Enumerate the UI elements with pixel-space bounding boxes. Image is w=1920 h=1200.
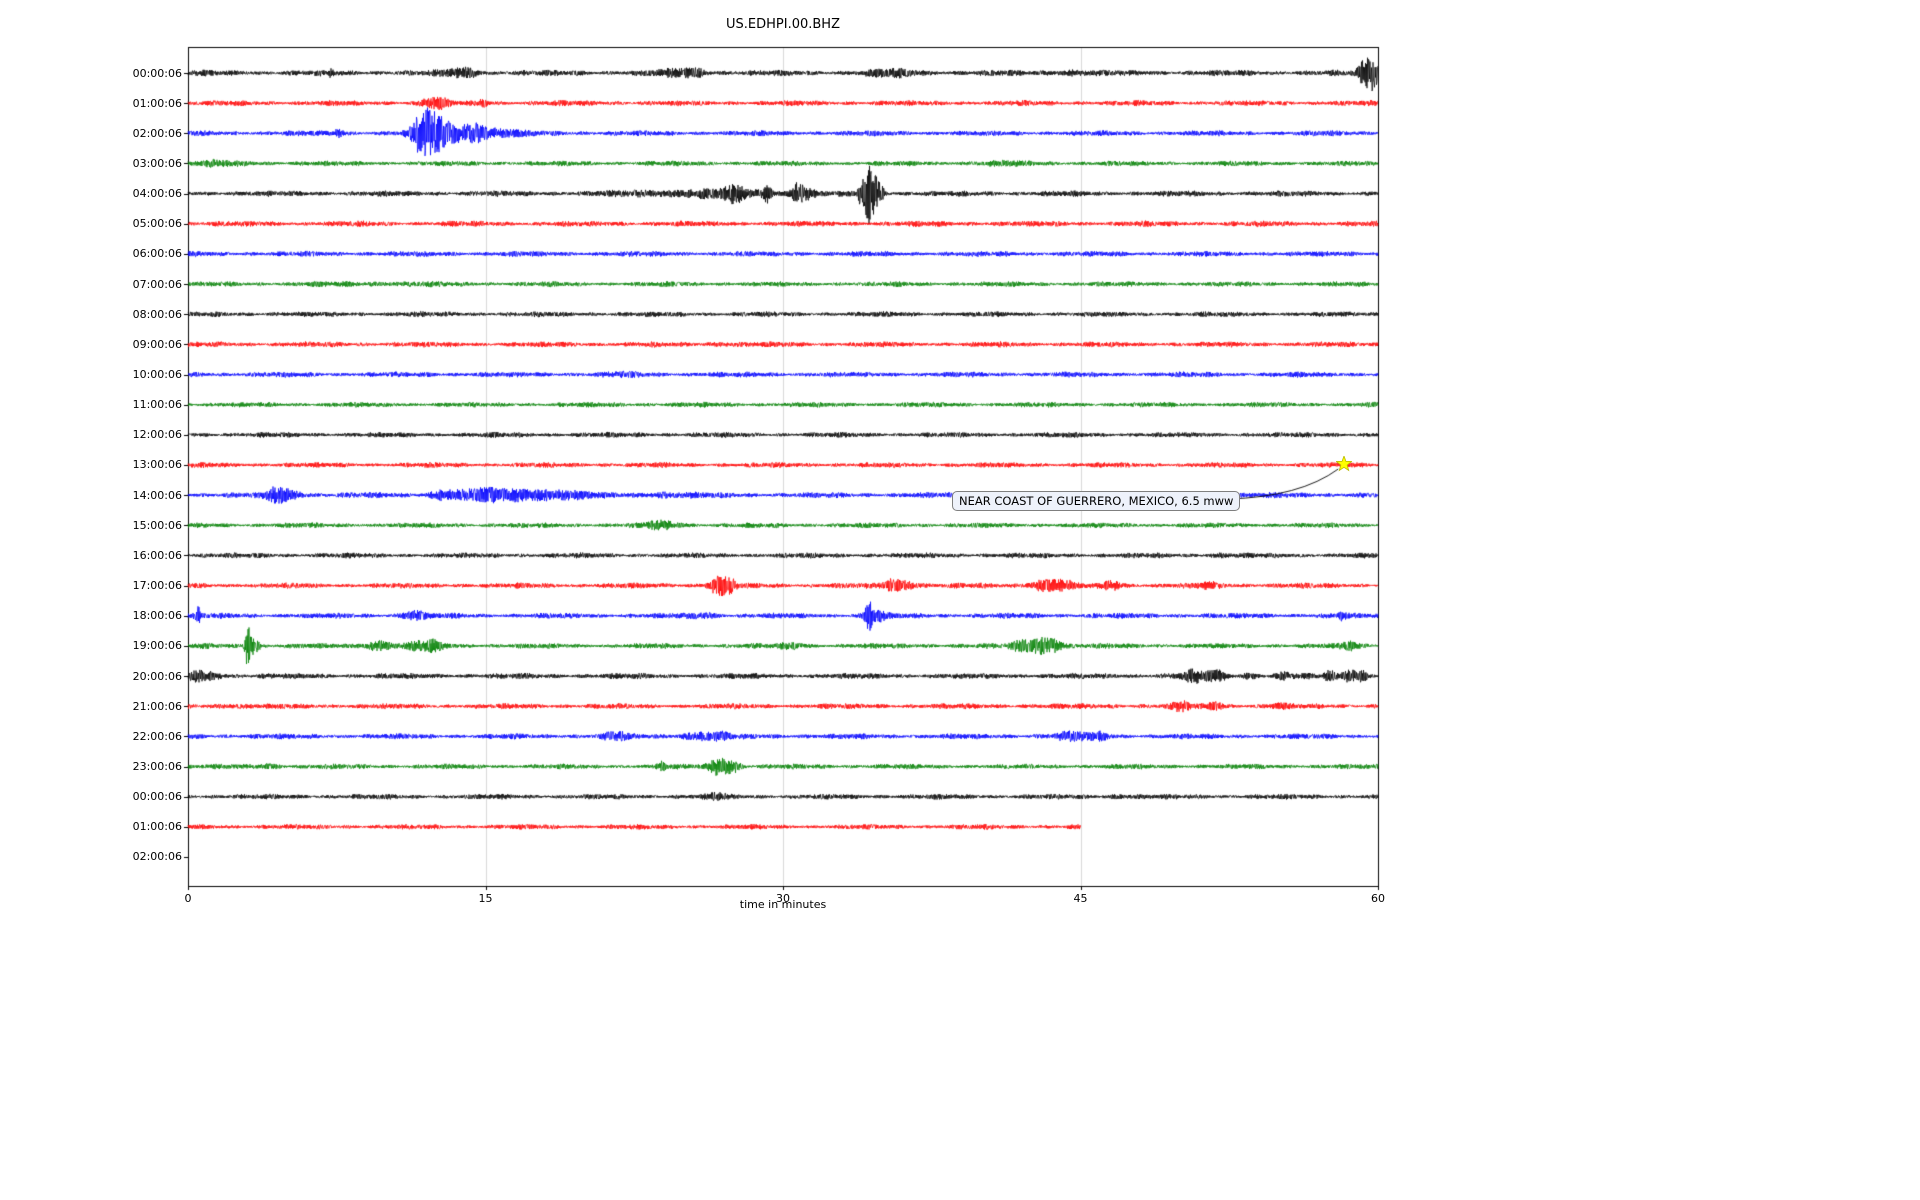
y-tick-label: 01:00:06 <box>132 820 182 834</box>
y-tick-label: 14:00:06 <box>132 488 182 502</box>
y-tick-label: 07:00:06 <box>132 277 182 291</box>
x-tick-label: 60 <box>1371 892 1385 905</box>
y-tick-label: 04:00:06 <box>132 187 182 201</box>
x-tick-label: 30 <box>776 892 790 905</box>
y-tick-label: 13:00:06 <box>132 458 182 472</box>
y-tick-label: 02:00:06 <box>132 126 182 140</box>
y-tick-label: 21:00:06 <box>132 699 182 713</box>
y-tick-label: 10:00:06 <box>132 368 182 382</box>
y-tick-label: 12:00:06 <box>132 428 182 442</box>
y-tick-label: 19:00:06 <box>132 639 182 653</box>
x-tick-label: 15 <box>478 892 493 905</box>
y-tick-label: 08:00:06 <box>132 307 182 321</box>
y-tick-label: 20:00:06 <box>132 669 182 683</box>
x-axis-label: time in minutes <box>739 898 827 911</box>
y-tick-label: 18:00:06 <box>132 609 182 623</box>
y-tick-label: 05:00:06 <box>132 217 182 231</box>
event-star-icon <box>1336 455 1353 472</box>
y-tick-label: 01:00:06 <box>132 96 182 110</box>
y-tick-label: 09:00:06 <box>132 337 182 351</box>
x-tick-label: 45 <box>1073 892 1088 905</box>
y-tick-label: 16:00:06 <box>132 548 182 562</box>
chart-title: US.EDHPI.00.BHZ <box>726 17 840 32</box>
y-tick-label: 15:00:06 <box>132 518 182 532</box>
y-tick-label: 11:00:06 <box>132 398 182 412</box>
y-tick-label: 23:00:06 <box>132 760 182 774</box>
y-tick-label: 03:00:06 <box>132 156 182 170</box>
y-tick-label: 17:00:06 <box>132 579 182 593</box>
y-tick-label: 06:00:06 <box>132 247 182 261</box>
event-annotation: NEAR COAST OF GUERRERO, MEXICO, 6.5 mww <box>952 491 1241 511</box>
x-tick-label: 0 <box>184 892 192 905</box>
y-tick-label: 00:00:06 <box>132 790 182 804</box>
y-tick-label: 22:00:06 <box>132 729 182 743</box>
y-tick-label: 00:00:06 <box>132 66 182 80</box>
y-tick-label: 02:00:06 <box>132 850 182 864</box>
